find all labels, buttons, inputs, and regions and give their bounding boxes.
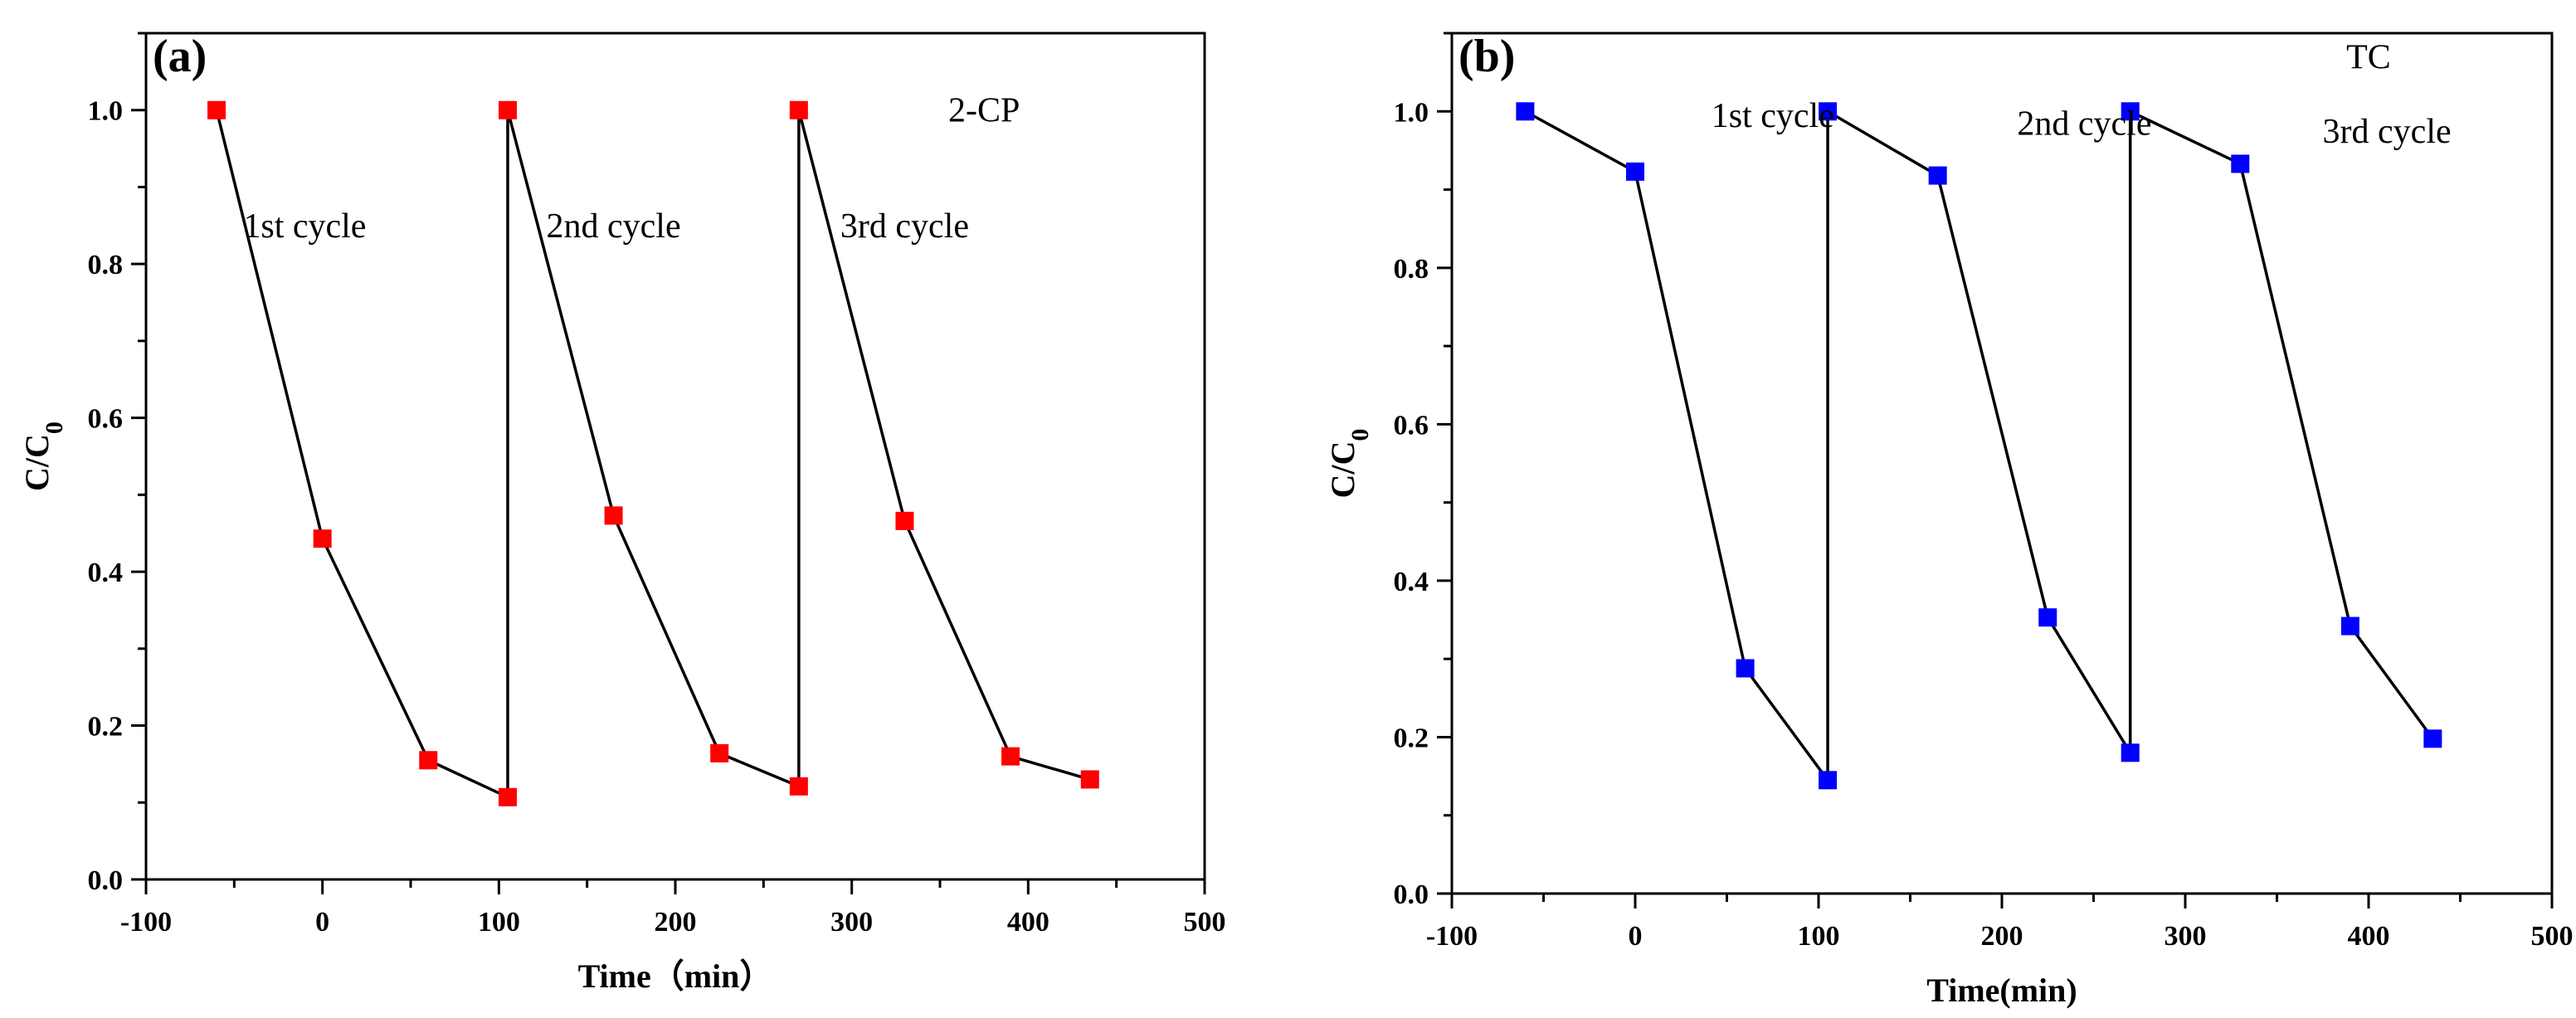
y-axis-title-subscript: 0	[1346, 429, 1374, 441]
data-point	[895, 511, 914, 530]
plot-frame	[144, 32, 1206, 881]
data-point	[2121, 743, 2140, 762]
annotation-label: 2nd cycle	[547, 207, 681, 246]
series-line-TC	[1524, 109, 2434, 785]
panel-label: (a)	[153, 31, 207, 82]
x-tick-label: 0	[1629, 921, 1643, 952]
data-point	[2340, 616, 2359, 636]
y-tick-label: 0.6	[1394, 410, 1429, 441]
y-tick-label: 0.6	[88, 404, 124, 435]
x-tick-label: 400	[2348, 921, 2390, 952]
y-tick-label: 0.4	[88, 558, 124, 588]
data-point	[789, 777, 808, 796]
x-tick-label: 100	[1798, 921, 1840, 952]
data-point	[313, 529, 332, 548]
annotation-label: TC	[2346, 38, 2391, 76]
data-point	[2121, 102, 2140, 121]
x-tick-label: 500	[2531, 921, 2574, 952]
data-point	[2038, 608, 2057, 627]
y-tick-label: 1.0	[1394, 97, 1429, 128]
data-point	[1819, 771, 1838, 790]
data-point	[419, 751, 438, 770]
annotation-label: 3rd cycle	[2323, 113, 2452, 151]
x-tick-label: 400	[1007, 907, 1049, 938]
y-axis-title: C/C0	[1324, 429, 1374, 499]
data-point	[1736, 659, 1755, 678]
data-point	[498, 100, 517, 119]
data-point	[1626, 162, 1644, 181]
data-point	[604, 506, 623, 525]
data-point	[498, 787, 517, 806]
x-tick-label: 0	[315, 907, 329, 938]
x-axis-title: Time（min）	[578, 957, 773, 995]
annotation-label: 3rd cycle	[840, 207, 969, 246]
x-tick-label: -100	[120, 907, 172, 938]
data-point	[1516, 102, 1535, 121]
annotation-label: 1st cycle	[1712, 97, 1834, 135]
chart-panel-b: -100 0 100 200 300 400 500 0.0 0.2 0.4 0.6 0.8 1.0 Ti…	[1324, 31, 2574, 1009]
x-tick-label: 300	[830, 907, 873, 938]
x-tick-label: 200	[1981, 921, 2023, 952]
x-tick-label: 100	[478, 907, 520, 938]
annotation-label: 2-CP	[948, 92, 1020, 130]
data-point	[1001, 747, 1020, 766]
data-point	[2423, 729, 2442, 748]
y-tick-label: 0.2	[1394, 723, 1429, 753]
y-axis-title-subscript: 0	[41, 421, 68, 434]
data-point	[710, 743, 729, 762]
x-tick-label: -100	[1426, 921, 1478, 952]
data-point	[789, 100, 808, 119]
data-point	[207, 100, 226, 119]
annotation-label: 1st cycle	[243, 207, 366, 246]
y-tick-label: 0.8	[88, 250, 124, 280]
y-tick-label: 0.4	[1394, 567, 1429, 597]
chart-panel-a: -100 0 100 200 300 400 500 0.0 0.2 0.4 0.6 0.8 1.0 Ti…	[18, 31, 1226, 995]
annotation-label: 2nd cycle	[2017, 105, 2151, 143]
data-point	[2231, 154, 2250, 173]
data-point	[1928, 166, 1947, 185]
y-tick-label: 0.0	[1394, 879, 1429, 910]
y-axis-title: C/C0	[18, 421, 68, 491]
x-tick-label: 300	[2165, 921, 2207, 952]
x-axis-title: Time(min)	[1926, 972, 2077, 1009]
y-tick-label: 0.0	[88, 865, 124, 896]
data-point	[1819, 102, 1838, 121]
x-tick-label: 200	[655, 907, 697, 938]
y-tick-label: 1.0	[88, 96, 124, 127]
panel-label: (b)	[1458, 31, 1515, 82]
x-tick-label: 500	[1184, 907, 1226, 938]
data-point	[1080, 770, 1099, 789]
y-tick-label: 0.2	[88, 712, 124, 743]
series-line-2-CP	[215, 110, 1091, 800]
y-tick-label: 0.8	[1394, 254, 1429, 285]
